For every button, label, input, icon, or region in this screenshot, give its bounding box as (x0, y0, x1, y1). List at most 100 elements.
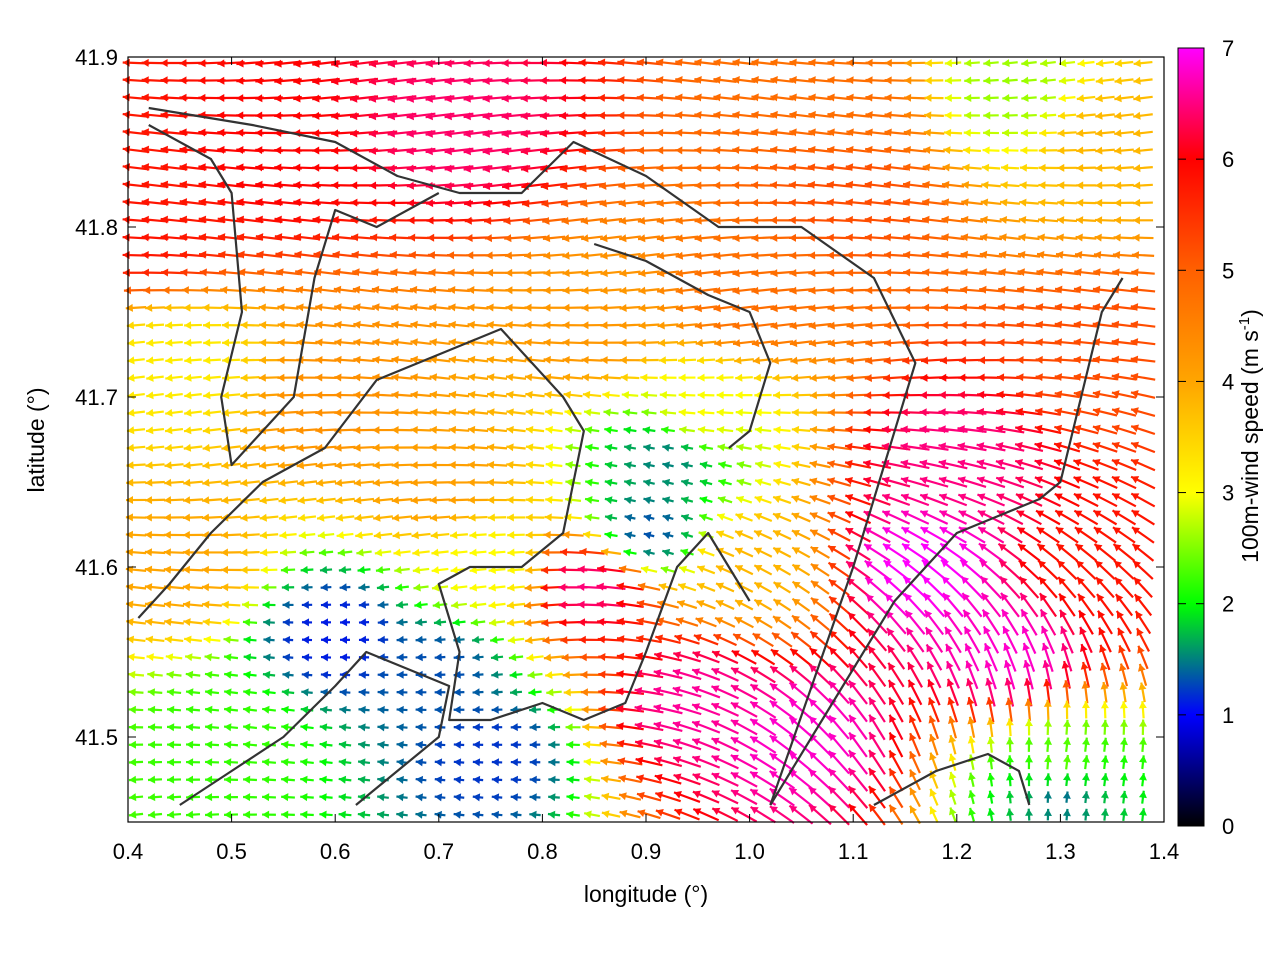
wind-arrow (166, 670, 182, 679)
wind-arrow (450, 548, 468, 557)
wind-arrow (826, 477, 852, 487)
wind-arrow (391, 426, 413, 435)
wind-arrow (995, 459, 1025, 471)
wind-arrow (434, 775, 446, 784)
wind-arrow (334, 461, 356, 470)
y-axis-title: latitude (°) (23, 387, 49, 492)
wind-arrow (941, 250, 965, 259)
wind-arrow (372, 320, 394, 329)
wind-arrow (638, 269, 660, 278)
wind-arrow (452, 618, 466, 627)
wind-arrow (619, 338, 641, 347)
wind-arrow (679, 425, 695, 434)
wind-arrow (1040, 94, 1056, 103)
wind-arrow (240, 408, 260, 417)
wind-arrow (183, 461, 203, 470)
wind-arrow (128, 793, 144, 802)
wind-arrow (164, 635, 184, 644)
wind-arrow (863, 493, 891, 506)
wind-arrow (884, 128, 908, 137)
wind-arrow (126, 478, 146, 487)
wind-arrow (1034, 441, 1062, 453)
wind-arrow (429, 373, 451, 382)
coastline-borders (137, 106, 1124, 806)
wind-arrow (1043, 773, 1052, 787)
wind-arrow (903, 145, 927, 154)
wind-arrow (199, 268, 225, 277)
wind-arrow (773, 425, 791, 434)
wind-arrow (694, 251, 718, 260)
wind-arrow (1139, 755, 1147, 770)
wind-arrow (901, 542, 929, 563)
wind-arrow (692, 790, 720, 804)
wind-arrow (634, 739, 664, 749)
wind-arrow (967, 754, 976, 771)
wind-arrow (864, 215, 890, 224)
wind-arrow (524, 303, 546, 312)
wind-arrow (410, 373, 432, 382)
wind-arrow (236, 215, 264, 224)
wind-arrow (848, 714, 868, 741)
wind-arrow (183, 618, 203, 627)
wind-arrow (297, 496, 317, 505)
wind-arrow (672, 738, 702, 751)
wind-arrow (1093, 543, 1117, 562)
wind-arrow (467, 478, 489, 487)
wind-arrow (372, 443, 394, 452)
x-tick-label: 1.4 (1149, 839, 1180, 864)
wind-arrow (448, 443, 470, 452)
wind-arrow (694, 304, 718, 313)
wind-arrow (941, 198, 965, 207)
wind-arrow (560, 199, 586, 208)
wind-arrow (145, 426, 165, 435)
wind-arrow (128, 705, 144, 714)
wind-arrow (240, 513, 260, 522)
wind-arrow (391, 373, 413, 382)
wind-arrow (434, 758, 446, 767)
wind-arrow (182, 583, 204, 592)
wind-arrow (317, 531, 335, 540)
wind-arrow (355, 531, 373, 540)
wind-arrow (1081, 701, 1090, 719)
wind-arrow (964, 111, 980, 120)
wind-arrow (623, 443, 637, 452)
wind-arrow (772, 546, 792, 559)
wind-arrow (1006, 790, 1015, 804)
wind-arrow (353, 496, 375, 505)
wind-arrow (623, 461, 637, 470)
wind-arrow (981, 609, 1001, 636)
wind-arrow (864, 198, 890, 207)
wind-arrow (507, 583, 525, 592)
wind-arrow (1054, 338, 1080, 347)
wind-arrow (846, 93, 870, 102)
wind-arrow (353, 303, 375, 312)
wind-arrow (258, 373, 280, 382)
wind-arrow (581, 356, 603, 365)
wind-arrow (581, 251, 603, 260)
wind-arrow (510, 793, 522, 802)
wind-arrow (902, 198, 928, 207)
wind-arrow (789, 647, 813, 667)
wind-arrow (692, 650, 720, 664)
wind-arrow (948, 753, 957, 771)
wind-arrow (1044, 737, 1053, 752)
wind-arrow (653, 651, 683, 662)
wind-arrow (790, 631, 812, 649)
wind-arrow (1081, 773, 1090, 787)
wind-arrow (809, 494, 831, 505)
wind-arrow (581, 705, 603, 714)
wind-arrow (164, 303, 184, 312)
wind-arrow (655, 76, 681, 84)
wind-arrow (928, 715, 939, 740)
wind-arrow (961, 592, 983, 618)
colorbar-title: 100m-wind speed (m s-1) (1236, 309, 1263, 563)
wind-arrow (472, 705, 484, 714)
wind-arrow (1092, 441, 1118, 453)
wind-arrow (504, 251, 528, 260)
wind-arrow (979, 233, 1003, 242)
wind-arrow (565, 425, 581, 434)
wind-arrow (884, 145, 908, 154)
wind-arrow (160, 198, 188, 207)
wind-arrow (828, 646, 850, 669)
wind-arrow (258, 391, 280, 400)
